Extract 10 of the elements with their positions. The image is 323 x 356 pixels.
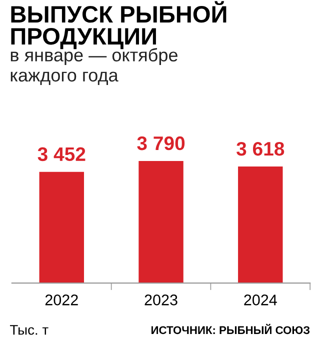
data-label: 3 618 (236, 142, 284, 156)
chart-title: ВЫПУСК РЫБНОЙ ПРОДУКЦИИ (11, 1, 226, 50)
text: ИСТОЧНИК: РЫБНЫЙ СОЮЗ (151, 324, 310, 334)
text: Тыс. т (10, 325, 48, 335)
data-label: 3 790 (137, 136, 185, 150)
x-tick-label: 2023 (144, 294, 178, 306)
chart-subtitle: в январе — октябре каждого года (10, 48, 178, 85)
x-tick-label: 2024 (244, 294, 277, 306)
data-label: 3 452 (38, 147, 86, 162)
x-tick-label: 2022 (45, 294, 78, 306)
